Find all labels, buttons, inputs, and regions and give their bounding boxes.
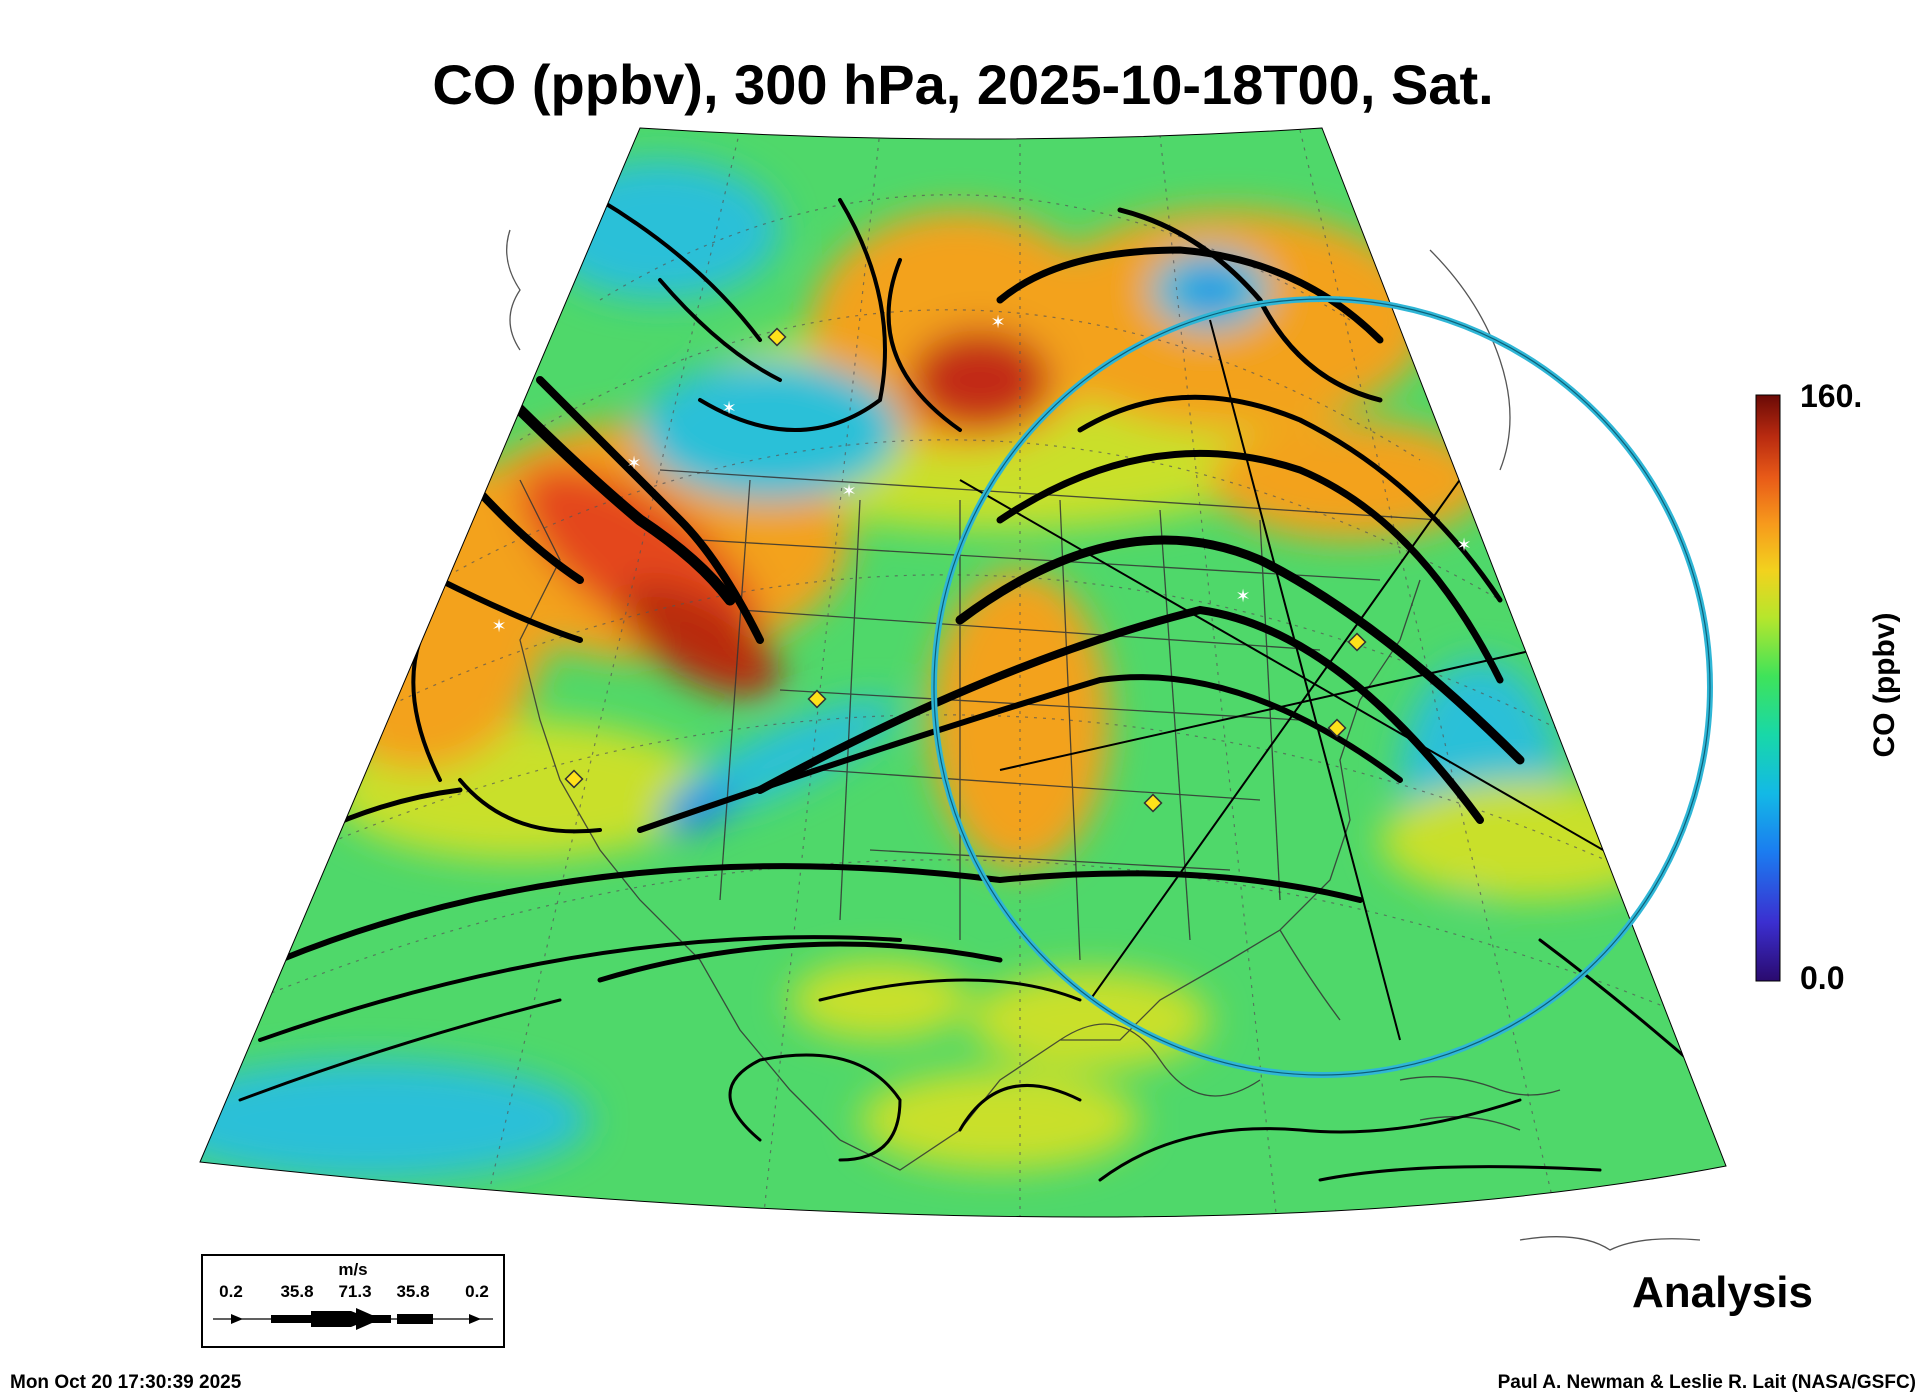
range-circle [931,296,1713,1078]
svg-text:✶: ✶ [1456,535,1471,556]
wind-legend-value: 35.8 [280,1282,314,1301]
analysis-label: Analysis [1632,1268,1813,1317]
wind-speed-legend: m/s 0.2 35.8 71.3 35.8 0.2 [201,1254,505,1348]
svg-text:✶: ✶ [841,481,856,502]
co-field: ✶ ✶ ✶ ✶ ✶ ✶ ✶ [200,128,1726,1218]
colorbar-axis-label: CO (ppbv) [1868,612,1901,758]
wind-legend-value: 0.2 [219,1282,243,1301]
wind-legend-value: 71.3 [338,1282,372,1301]
colorbar [1755,394,1781,982]
wind-legend-unit: m/s [338,1260,368,1279]
colorbar-max-label: 160. [1800,378,1863,414]
timestamp: Mon Oct 20 17:30:39 2025 [10,1372,242,1393]
chart-title: CO (ppbv), 300 hPa, 2025-10-18T00, Sat. [432,53,1494,116]
colorbar-min-label: 0.0 [1800,960,1845,996]
wind-legend-arrow-icon [213,1308,493,1330]
svg-text:✶: ✶ [990,312,1005,333]
wind-legend-value: 0.2 [465,1282,489,1301]
svg-text:✶: ✶ [626,453,641,474]
svg-text:✶: ✶ [721,398,736,419]
credit-line: Paul A. Newman & Leslie R. Lait (NASA/GS… [1497,1372,1916,1393]
wind-legend-value: 35.8 [396,1282,430,1301]
svg-text:✶: ✶ [491,616,506,637]
svg-text:✶: ✶ [1235,586,1250,607]
